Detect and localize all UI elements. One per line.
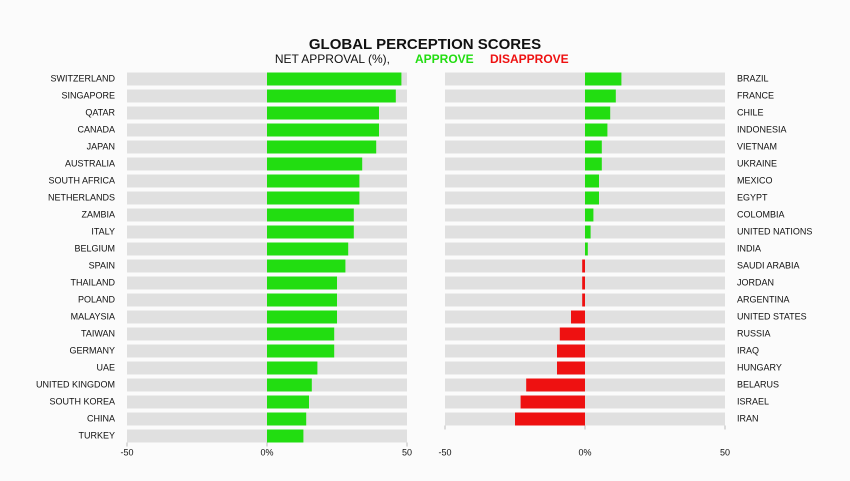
y-tick-label: JORDAN bbox=[737, 277, 774, 287]
x-tick-label: 0% bbox=[260, 447, 273, 457]
y-tick-label: CHILE bbox=[737, 107, 764, 117]
y-tick-label: FRANCE bbox=[737, 90, 774, 100]
x-tick-label: 0% bbox=[578, 447, 591, 457]
bar bbox=[585, 89, 616, 103]
y-tick-label: SPAIN bbox=[89, 260, 115, 270]
bar bbox=[585, 123, 608, 137]
y-tick-label: GERMANY bbox=[69, 345, 115, 355]
y-tick-label: EGYPT bbox=[737, 192, 768, 202]
y-tick-label: NETHERLANDS bbox=[48, 192, 115, 202]
bar bbox=[267, 72, 402, 86]
bar bbox=[267, 157, 363, 171]
bar bbox=[585, 225, 591, 239]
bar bbox=[267, 191, 360, 205]
bar bbox=[267, 395, 309, 409]
y-tick-label: IRAQ bbox=[737, 345, 759, 355]
y-tick-label: UNITED KINGDOM bbox=[36, 379, 115, 389]
bar bbox=[585, 106, 611, 120]
bar bbox=[585, 174, 599, 188]
bar bbox=[557, 344, 585, 358]
bar bbox=[267, 89, 396, 103]
x-tick-label: 50 bbox=[402, 447, 412, 457]
y-tick-label: AUSTRALIA bbox=[65, 158, 115, 168]
y-tick-label: MEXICO bbox=[737, 175, 773, 185]
y-tick-label: JAPAN bbox=[87, 141, 115, 151]
bar bbox=[267, 310, 337, 324]
bar bbox=[585, 157, 602, 171]
bar bbox=[267, 344, 335, 358]
y-tick-label: ZAMBIA bbox=[81, 209, 115, 219]
y-tick-label: ARGENTINA bbox=[737, 294, 790, 304]
bar bbox=[267, 123, 379, 137]
bar bbox=[267, 361, 318, 375]
y-tick-label: HUNGARY bbox=[737, 362, 782, 372]
bar bbox=[267, 225, 354, 239]
x-tick-label: -50 bbox=[438, 447, 451, 457]
bar bbox=[582, 276, 585, 290]
y-tick-label: CANADA bbox=[77, 124, 115, 134]
bar bbox=[559, 327, 585, 341]
y-tick-label: CHINA bbox=[87, 413, 115, 423]
y-tick-label: UKRAINE bbox=[737, 158, 777, 168]
y-tick-label: POLAND bbox=[78, 294, 116, 304]
y-tick-label: SWITZERLAND bbox=[50, 73, 115, 83]
y-tick-label: BELARUS bbox=[737, 379, 779, 389]
y-tick-label: UAE bbox=[96, 362, 115, 372]
y-tick-label: UNITED NATIONS bbox=[737, 226, 812, 236]
legend-entry: DISAPPROVE bbox=[490, 52, 569, 66]
y-tick-label: RUSSIA bbox=[737, 328, 771, 338]
bar bbox=[267, 174, 360, 188]
y-tick-label: ISRAEL bbox=[737, 396, 769, 406]
bar bbox=[267, 429, 304, 443]
y-tick-label: INDIA bbox=[737, 243, 761, 253]
bar bbox=[515, 412, 585, 426]
y-tick-label: UNITED STATES bbox=[737, 311, 807, 321]
y-tick-label: TAIWAN bbox=[81, 328, 115, 338]
y-tick-label: BRAZIL bbox=[737, 73, 769, 83]
bar bbox=[571, 310, 585, 324]
x-tick-label: 50 bbox=[720, 447, 730, 457]
legend-entry: APPROVE bbox=[415, 52, 474, 66]
bar bbox=[267, 293, 337, 307]
y-tick-label: SINGAPORE bbox=[61, 90, 115, 100]
bar bbox=[582, 259, 585, 273]
y-tick-label: SOUTH AFRICA bbox=[48, 175, 115, 185]
y-tick-label: INDONESIA bbox=[737, 124, 787, 134]
y-tick-label: VIETNAM bbox=[737, 141, 777, 151]
y-tick-label: THAILAND bbox=[70, 277, 115, 287]
bar bbox=[585, 140, 602, 154]
bar bbox=[582, 293, 585, 307]
chart-title: GLOBAL PERCEPTION SCORES bbox=[309, 36, 541, 53]
bar bbox=[557, 361, 585, 375]
x-tick-label: -50 bbox=[120, 447, 133, 457]
bar bbox=[520, 395, 585, 409]
bar bbox=[267, 140, 377, 154]
y-tick-label: SOUTH KOREA bbox=[49, 396, 115, 406]
bar bbox=[267, 208, 354, 222]
bar bbox=[585, 72, 622, 86]
y-tick-label: ITALY bbox=[91, 226, 115, 236]
bar bbox=[267, 378, 312, 392]
bar bbox=[267, 242, 349, 256]
y-tick-label: MALAYSIA bbox=[71, 311, 115, 321]
bar bbox=[585, 191, 599, 205]
y-tick-label: SAUDI ARABIA bbox=[737, 260, 800, 270]
bar bbox=[526, 378, 585, 392]
bar bbox=[585, 208, 594, 222]
y-tick-label: COLOMBIA bbox=[737, 209, 785, 219]
bar bbox=[267, 259, 346, 273]
bar bbox=[267, 327, 335, 341]
bar bbox=[267, 106, 379, 120]
y-tick-label: QATAR bbox=[85, 107, 115, 117]
bar bbox=[267, 276, 337, 290]
y-tick-label: TURKEY bbox=[78, 430, 115, 440]
bar bbox=[585, 242, 588, 256]
y-tick-label: IRAN bbox=[737, 413, 759, 423]
chart-subtitle: NET APPROVAL (%), bbox=[275, 52, 390, 66]
y-tick-label: BELGIUM bbox=[74, 243, 115, 253]
bar bbox=[267, 412, 307, 426]
